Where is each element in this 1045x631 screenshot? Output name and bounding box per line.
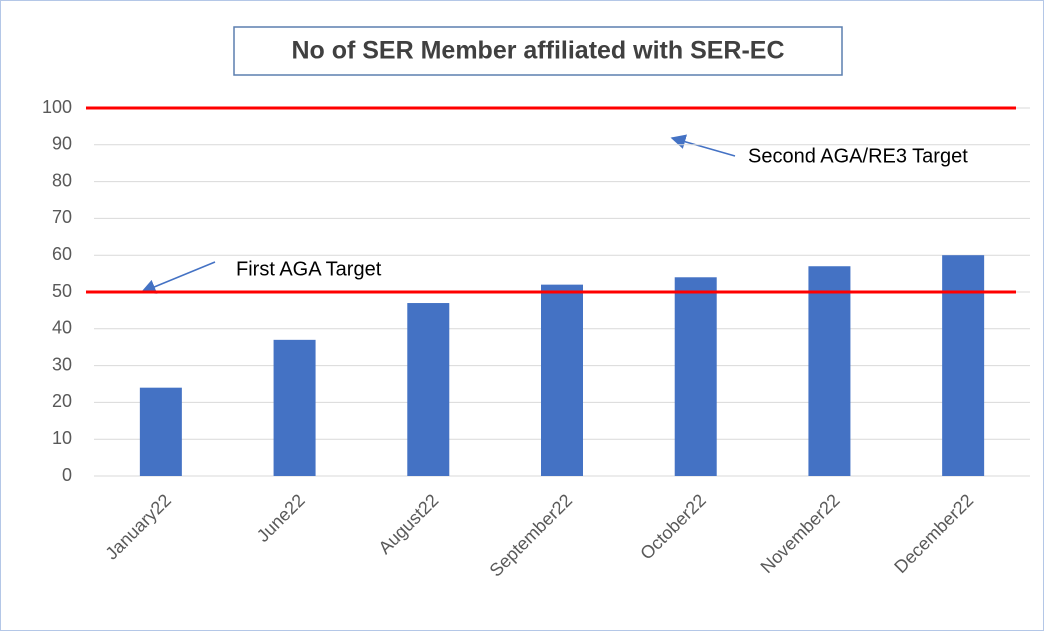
y-tick-label: 70 <box>52 207 72 227</box>
annotation: Second AGA/RE3 Target <box>748 145 968 167</box>
y-tick-label: 60 <box>52 244 72 264</box>
y-tick-label: 50 <box>52 281 72 301</box>
y-tick-label: 20 <box>52 391 72 411</box>
y-tick-label: 0 <box>62 465 72 485</box>
bar <box>273 339 316 476</box>
bar <box>674 277 717 476</box>
bar <box>407 303 450 476</box>
title-box <box>233 26 843 76</box>
bar <box>541 284 583 476</box>
y-tick-label: 10 <box>52 428 72 448</box>
y-tick-label: 100 <box>42 97 72 117</box>
annotation-arrow <box>140 261 216 294</box>
annotation: First AGA Target <box>236 258 382 280</box>
annotation-arrow <box>670 134 736 157</box>
y-tick-label: 90 <box>52 134 72 154</box>
y-tick-label: 80 <box>52 170 72 190</box>
bar <box>942 255 985 476</box>
chart-title: No of SER Member affiliated with SER-EC <box>291 37 784 65</box>
y-tick-label: 30 <box>52 354 72 374</box>
y-tick-label: 40 <box>52 318 72 338</box>
bar <box>808 266 851 476</box>
bar <box>139 387 182 476</box>
